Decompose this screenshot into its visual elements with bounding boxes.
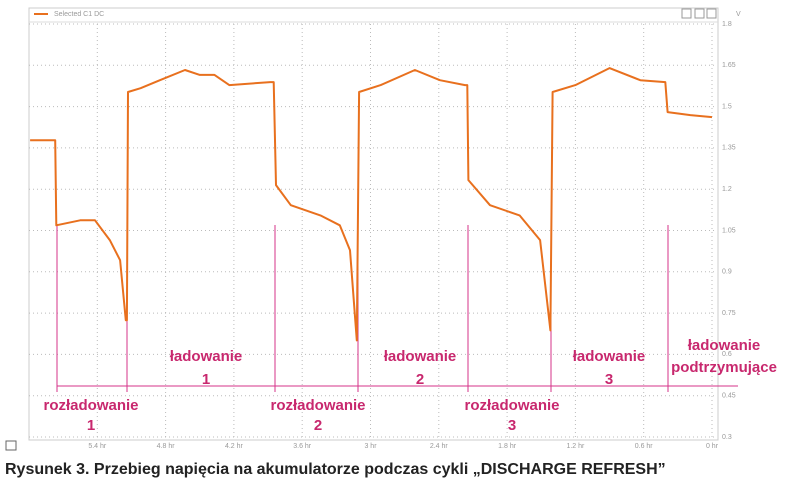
x-tick-label: 0.6 hr (635, 443, 654, 450)
caption: Rysunek 3. Przebieg napięcia na akumulat… (5, 461, 666, 478)
x-tick-label: 4.8 hr (157, 443, 176, 450)
x-tick-label: 5.4 hr (88, 443, 107, 450)
phase-label: 2 (416, 371, 424, 388)
phase-label: ładowanie (170, 348, 243, 365)
phase-label: 3 (605, 371, 613, 388)
y-tick-label: 0.6 (722, 351, 732, 358)
y-tick-label: 1.8 (722, 21, 732, 28)
data-line (30, 67, 713, 342)
phase-label: rozładowanie (270, 397, 365, 414)
x-tick-label: 0 hr (706, 443, 719, 450)
y-tick-label: 0.75 (722, 310, 736, 317)
x-tick-label: 1.2 hr (566, 443, 585, 450)
y-tick-label: 1.35 (722, 145, 736, 152)
y-tick-label: 0.3 (722, 434, 732, 441)
phase-label: ładowanie (688, 337, 761, 354)
phase-label: rozładowanie (464, 397, 559, 414)
phase-label: 1 (202, 371, 210, 388)
window-button[interactable] (706, 8, 717, 19)
window-button[interactable] (681, 8, 692, 19)
zoom-button[interactable] (5, 440, 17, 451)
window-button[interactable] (694, 8, 705, 19)
phase-label: podtrzymujące (671, 359, 777, 376)
x-tick-label: 3.6 hr (293, 443, 312, 450)
y-tick-label: 0.9 (722, 269, 732, 276)
x-tick-label: 2.4 hr (430, 443, 449, 450)
phase-label: 3 (508, 417, 516, 434)
y-tick-label: 1.65 (722, 62, 736, 69)
phase-label: ładowanie (573, 348, 646, 365)
x-tick-label: 4.2 hr (225, 443, 244, 450)
y-tick-label: 1.05 (722, 227, 736, 234)
phase-label: rozładowanie (43, 397, 138, 414)
y-tick-label: 1.2 (722, 186, 732, 193)
phase-label: 1 (87, 417, 95, 434)
y-tick-label: 0.45 (722, 393, 736, 400)
phase-label: ładowanie (384, 348, 457, 365)
y-axis-label: V (736, 11, 741, 18)
x-tick-label: 3 hr (364, 443, 377, 450)
legend-label: Selected C1 DC (54, 11, 104, 18)
plot-frame (28, 7, 719, 441)
y-tick-label: 1.5 (722, 103, 732, 110)
phase-label: 2 (314, 417, 322, 434)
x-tick-label: 1.8 hr (498, 443, 517, 450)
